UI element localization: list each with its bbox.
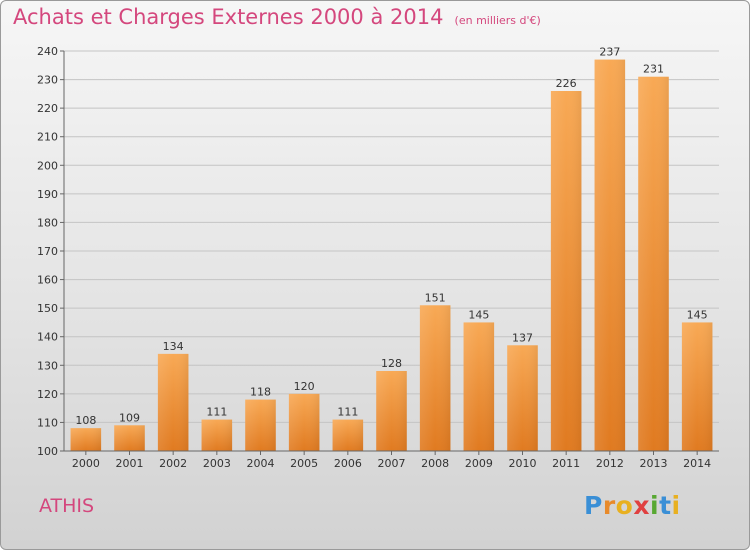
data-label-2003: 111 [206,406,227,419]
data-label-2012: 237 [599,46,620,59]
y-tick-label: 210 [37,131,58,144]
y-tick-label: 190 [37,188,58,201]
data-label-2013: 231 [643,63,664,76]
x-tick-label-2008: 2008 [421,457,449,470]
data-label-2007: 128 [381,357,402,370]
bar-shade-2010 [507,345,538,451]
logo-letter: i [650,491,660,520]
bar-shade-2008 [419,305,451,451]
bar-shade-2001 [114,425,145,451]
y-tick-label: 240 [37,45,58,58]
x-tick-label-2005: 2005 [290,457,318,470]
bar-shade-2000 [70,428,102,451]
data-label-2002: 134 [163,340,184,353]
logo-letter: i [671,491,681,520]
y-tick-label: 110 [37,416,58,429]
logo-letter: x [633,491,650,520]
bars: 108 109 134 111 118 120 111 128 151 145 137 226 237 2… [70,46,713,451]
bar-shade-2012 [594,59,626,451]
logo-letter: P [584,491,603,520]
axes: 100 110 120 130 140 150 160 170 180 190 200 210 220 2… [37,45,719,470]
data-label-2014: 145 [687,308,708,321]
chart-subtitle: (en milliers d'€) [454,14,541,27]
data-label-2009: 145 [468,308,489,321]
x-tick-label-2009: 2009 [465,457,493,470]
place-name: ATHIS [39,495,95,517]
bar-shade-2002 [157,353,189,451]
y-tick-label: 220 [37,102,58,115]
y-tick-label: 150 [37,302,58,315]
x-tick-label-2006: 2006 [334,457,362,470]
bar-shade-2004 [245,399,276,451]
x-tick-label-2013: 2013 [640,457,668,470]
title-row: Achats et Charges Externes 2000 à 2014 (… [13,5,541,29]
y-tick-label: 100 [37,445,58,458]
data-label-2005: 120 [294,380,315,393]
y-tick-label: 160 [37,274,58,287]
y-tick-label: 180 [37,216,58,229]
proxiti-logo: Proxiti [584,491,681,520]
y-tick-label: 120 [37,388,58,401]
x-tick-label-2011: 2011 [552,457,580,470]
bar-shade-2014 [681,322,713,451]
x-tick-label-2003: 2003 [203,457,231,470]
y-tick-label: 200 [37,159,58,172]
y-tick-label: 170 [37,245,58,258]
bar-shade-2005 [288,393,320,451]
data-label-2006: 111 [337,406,358,419]
bar-shade-2013 [638,76,669,451]
bar-shade-2006 [332,419,364,451]
y-tick-label: 230 [37,74,58,87]
data-label-2010: 137 [512,331,533,344]
bar-shade-2007 [376,371,407,451]
data-label-2000: 108 [75,414,96,427]
logo-letter: r [602,491,616,520]
x-tick-label-2007: 2007 [378,457,406,470]
x-tick-label-2014: 2014 [683,457,711,470]
chart-title: Achats et Charges Externes 2000 à 2014 [13,5,444,29]
y-tick-label: 140 [37,331,58,344]
x-tick-label-2012: 2012 [596,457,624,470]
data-label-2001: 109 [119,411,140,424]
data-label-2004: 118 [250,386,271,399]
data-label-2008: 151 [425,291,446,304]
logo-letter: o [615,491,634,520]
x-tick-label-2004: 2004 [247,457,275,470]
bar-shade-2011 [550,91,582,451]
data-label-2011: 226 [556,77,577,90]
x-tick-label-2002: 2002 [159,457,187,470]
x-tick-label-2001: 2001 [116,457,144,470]
x-tick-label-2010: 2010 [509,457,537,470]
logo-letter: t [659,491,672,520]
bar-shade-2009 [463,322,495,451]
y-tick-label: 130 [37,359,58,372]
x-tick-label-2000: 2000 [72,457,100,470]
bar-shade-2003 [201,419,233,451]
